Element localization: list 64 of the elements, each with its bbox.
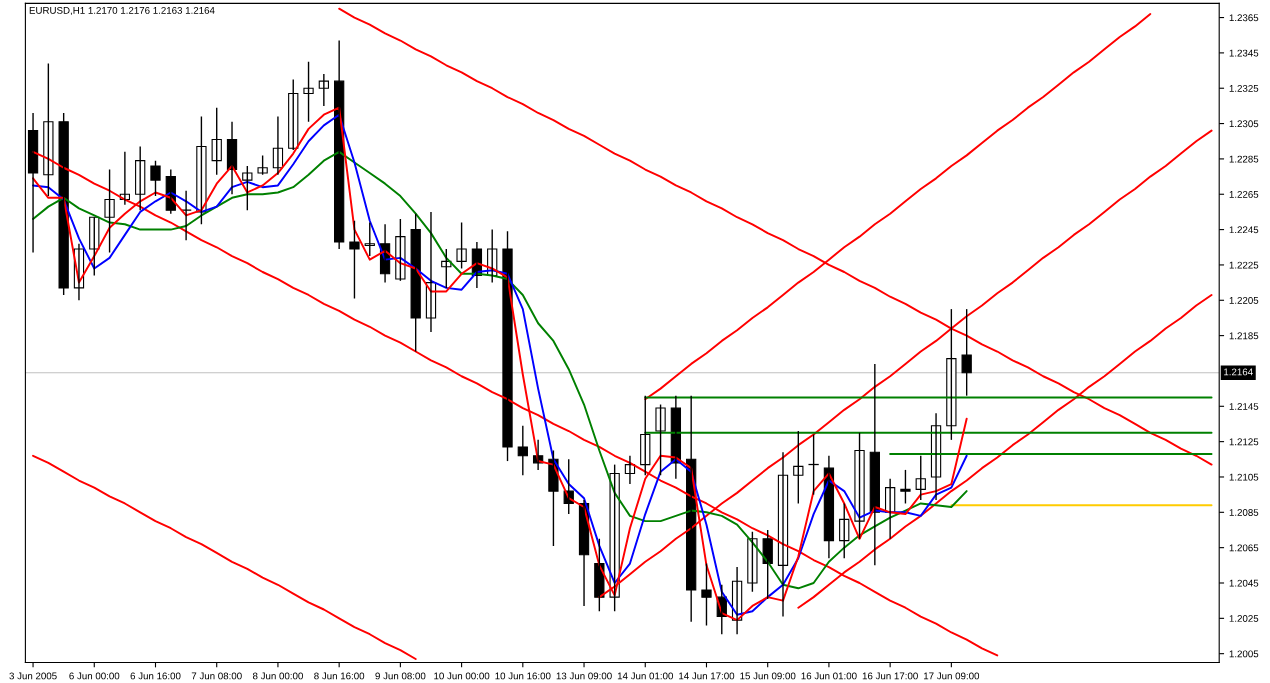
x-tick-label: 7 Jun 08:00 (191, 672, 242, 680)
candlestick (104, 168, 115, 254)
x-tick-label: 10 Jun 00:00 (434, 672, 490, 680)
y-tick-label: 1.2285 (1229, 155, 1259, 163)
x-tick-label: 8 Jun 00:00 (252, 672, 303, 680)
x-tick-label: 9 Jun 08:00 (375, 672, 426, 680)
y-tick-label: 1.2325 (1229, 84, 1259, 92)
candlestick (762, 529, 773, 600)
x-tick-label: 6 Jun 00:00 (69, 672, 120, 680)
candlestick (89, 216, 100, 277)
line-series (32, 454, 417, 660)
y-tick-label: 1.2185 (1229, 332, 1259, 340)
y-tick-label: 1.2245 (1229, 226, 1259, 234)
candlestick (946, 308, 957, 441)
candlestick (961, 308, 972, 397)
x-tick-label: 17 Jun 09:00 (923, 672, 980, 680)
ref-line-label: 1.2164 (1224, 368, 1253, 376)
candlestick (349, 220, 360, 300)
x-tick-label: 16 Jun 17:00 (862, 672, 918, 680)
line-series (644, 13, 1152, 401)
candlestick (655, 403, 666, 476)
y-tick-label: 1.2365 (1229, 14, 1259, 22)
candlestick (180, 190, 192, 241)
candlestick (793, 430, 804, 505)
y-tick-label: 1.2045 (1229, 579, 1259, 587)
x-tick-label: 16 Jun 01:00 (801, 672, 857, 680)
x-tick-label: 8 Jun 16:00 (314, 672, 365, 680)
x-tick-label: 15 Jun 09:00 (740, 672, 796, 680)
candlestick (701, 562, 712, 627)
x-tick-label: 10 Jun 16:00 (495, 672, 551, 680)
y-tick-label: 1.2065 (1229, 544, 1259, 552)
candlestick (58, 112, 69, 296)
chart-title: EURUSD,H1 1.2170 1.2176 1.2163 1.2164 (29, 6, 215, 15)
y-tick-label: 1.2145 (1229, 403, 1259, 410)
x-tick-label: 13 Jun 09:00 (556, 672, 612, 680)
y-tick-label: 1.2025 (1229, 615, 1259, 622)
candlestick (854, 432, 865, 540)
candlestick (242, 165, 253, 211)
y-tick-label: 1.2265 (1229, 190, 1259, 198)
y-tick-label: 1.2105 (1229, 473, 1259, 481)
y-tick-label: 1.2005 (1229, 650, 1259, 658)
candlestick (211, 106, 222, 176)
candlestick (410, 212, 421, 353)
y-tick-label: 1.2205 (1229, 297, 1259, 304)
candlestick (900, 469, 911, 505)
candlestick (456, 221, 467, 270)
candlestick (364, 221, 375, 257)
y-tick-label: 1.2125 (1229, 438, 1259, 446)
candlestick (747, 531, 758, 593)
candlestick (303, 61, 314, 123)
candlestick (257, 154, 268, 176)
candlestick (915, 455, 926, 501)
candlestick (150, 159, 161, 197)
y-tick-label: 1.2305 (1229, 120, 1259, 128)
x-tick-label: 6 Jun 16:00 (130, 672, 181, 680)
x-tick-label: 14 Jun 01:00 (617, 672, 673, 680)
candlestick (502, 230, 513, 462)
candlestick (196, 115, 207, 225)
x-tick-label: 3 Jun 2005 (9, 672, 57, 680)
candlestick (43, 62, 54, 197)
x-tick-label: 14 Jun 17:00 (679, 672, 735, 680)
y-tick-label: 1.2085 (1229, 509, 1259, 516)
y-tick-label: 1.2225 (1229, 261, 1259, 269)
y-tick-label: 1.2345 (1229, 49, 1259, 57)
